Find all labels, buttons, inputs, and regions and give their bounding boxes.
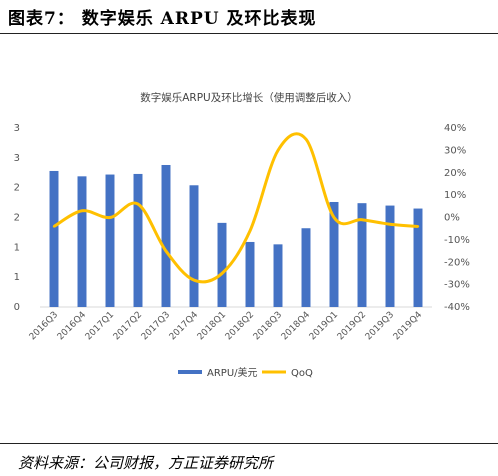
right-axis-tick: -40% [444, 302, 470, 313]
qoq-point [276, 149, 280, 152]
right-axis-tick: -10% [444, 235, 470, 246]
left-axis-tick: 2 [14, 183, 20, 194]
x-tick-label: 2017Q4 [168, 310, 201, 343]
right-axis-tick: -20% [444, 257, 470, 268]
x-tick-label: 2018Q3 [252, 310, 284, 342]
bar [301, 228, 311, 307]
qoq-point [136, 202, 140, 206]
qoq-point [108, 216, 112, 219]
bar [357, 203, 367, 307]
qoq-point [360, 218, 364, 221]
x-tick-label: 2019Q4 [392, 310, 425, 343]
x-tick-label: 2016Q3 [28, 310, 60, 342]
legend-label-arpu: ARPU/美元 [207, 366, 258, 379]
left-axis-tick: 3 [14, 123, 20, 134]
chart-legend: ARPU/美元 QoQ [178, 366, 313, 379]
bar [189, 185, 199, 307]
bar [49, 170, 59, 307]
qoq-point [388, 223, 392, 226]
x-tick-label: 2016Q4 [56, 310, 89, 343]
x-tick-label: 2018Q2 [224, 310, 256, 342]
qoq-point [52, 225, 56, 228]
left-axis-tick: 0 [14, 302, 20, 313]
top-rule [0, 33, 498, 34]
x-tick-label: 2017Q1 [84, 310, 116, 342]
x-tick-label: 2019Q1 [308, 310, 340, 342]
x-tick-label: 2019Q2 [336, 310, 368, 342]
qoq-point [332, 216, 336, 219]
bar [413, 208, 423, 307]
x-tick-label: 2017Q3 [140, 310, 172, 342]
bottom-rule [0, 443, 498, 444]
qoq-point [80, 209, 84, 212]
x-tick-label: 2019Q3 [364, 310, 396, 342]
qoq-point [304, 137, 308, 141]
right-axis: -40% -30% -20% -10% 0% 10% 20% 30% 40% [444, 123, 470, 313]
left-axis: 0 1 1 2 2 3 3 [14, 123, 20, 313]
bar [77, 176, 87, 307]
bar [133, 173, 143, 307]
left-axis-tick: 2 [14, 213, 20, 224]
qoq-point [416, 225, 420, 228]
figure-title: 图表7： 数字娱乐 ARPU 及环比表现 [8, 9, 317, 29]
bar [273, 244, 283, 307]
left-axis-tick: 1 [14, 242, 20, 253]
qoq-line [53, 132, 419, 284]
legend-label-qoq: QoQ [291, 368, 313, 379]
right-axis-tick: 10% [444, 190, 466, 201]
left-axis-tick: 3 [14, 153, 20, 164]
line-series [52, 132, 420, 284]
left-axis-tick: 1 [14, 272, 20, 283]
bar [161, 164, 171, 307]
bar-series [49, 164, 423, 307]
right-axis-tick: -30% [444, 280, 470, 291]
bar [105, 174, 115, 307]
qoq-point [192, 278, 196, 282]
chart-title: 数字娱乐ARPU及环比增长（使用调整后收入） [140, 91, 358, 104]
bar [329, 201, 339, 307]
x-tick-label: 2018Q1 [196, 310, 228, 342]
bar [385, 205, 395, 307]
source-note: 资料来源：公司财报，方正证券研究所 [18, 454, 274, 472]
qoq-point [164, 249, 168, 253]
x-tick-label: 2018Q4 [280, 310, 313, 343]
qoq-point [248, 229, 252, 233]
right-axis-tick: 40% [444, 123, 466, 134]
bar [245, 241, 255, 307]
bar [217, 222, 227, 307]
qoq-point [220, 272, 224, 275]
right-axis-tick: 0% [444, 213, 460, 224]
x-tick-label: 2017Q2 [112, 310, 144, 342]
x-axis: 2016Q32016Q42017Q12017Q22017Q32017Q42018… [28, 310, 425, 343]
right-axis-tick: 30% [444, 145, 466, 156]
right-axis-tick: 20% [444, 168, 466, 179]
legend-swatch-arpu [178, 370, 202, 374]
